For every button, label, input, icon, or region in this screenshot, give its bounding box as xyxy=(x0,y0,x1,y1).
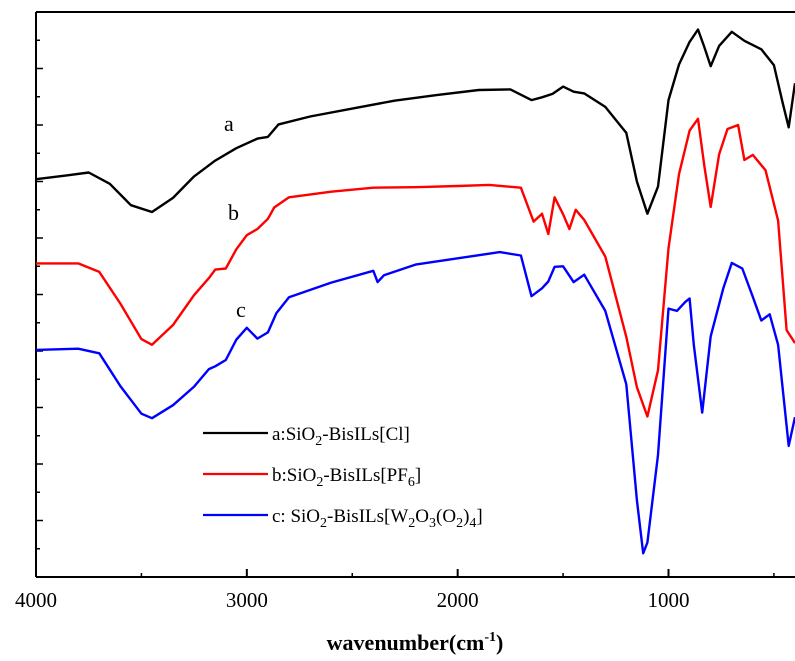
curve-label-c: c xyxy=(236,297,246,322)
curve-label-b: b xyxy=(228,200,239,225)
legend-label-a: a:SiO2-BisILs[Cl] xyxy=(272,424,410,449)
series-group xyxy=(35,28,795,555)
y-ticks xyxy=(36,11,43,578)
x-tick-label-3000: 3000 xyxy=(226,588,268,612)
x-axis-title: wavenumber(cm-1) xyxy=(327,630,504,655)
curve-label-a: a xyxy=(224,111,234,136)
legend-label-b: b:SiO2-BisILs[PF6] xyxy=(272,465,421,490)
x-tick-label-2000: 2000 xyxy=(437,588,479,612)
legend-label-c: c: SiO2-BisILs[W2O3(O2)4] xyxy=(272,506,483,531)
series-line-b xyxy=(36,117,795,418)
x-tick-label-4000: 4000 xyxy=(15,588,57,612)
x-tick-label-1000: 1000 xyxy=(648,588,690,612)
series-line-c xyxy=(35,250,795,555)
series-line-a xyxy=(35,28,795,215)
x-ticks: 4000 3000 2000 1000 xyxy=(15,569,775,612)
legend: a:SiO2-BisILs[Cl] b:SiO2-BisILs[PF6] c: … xyxy=(203,424,483,531)
